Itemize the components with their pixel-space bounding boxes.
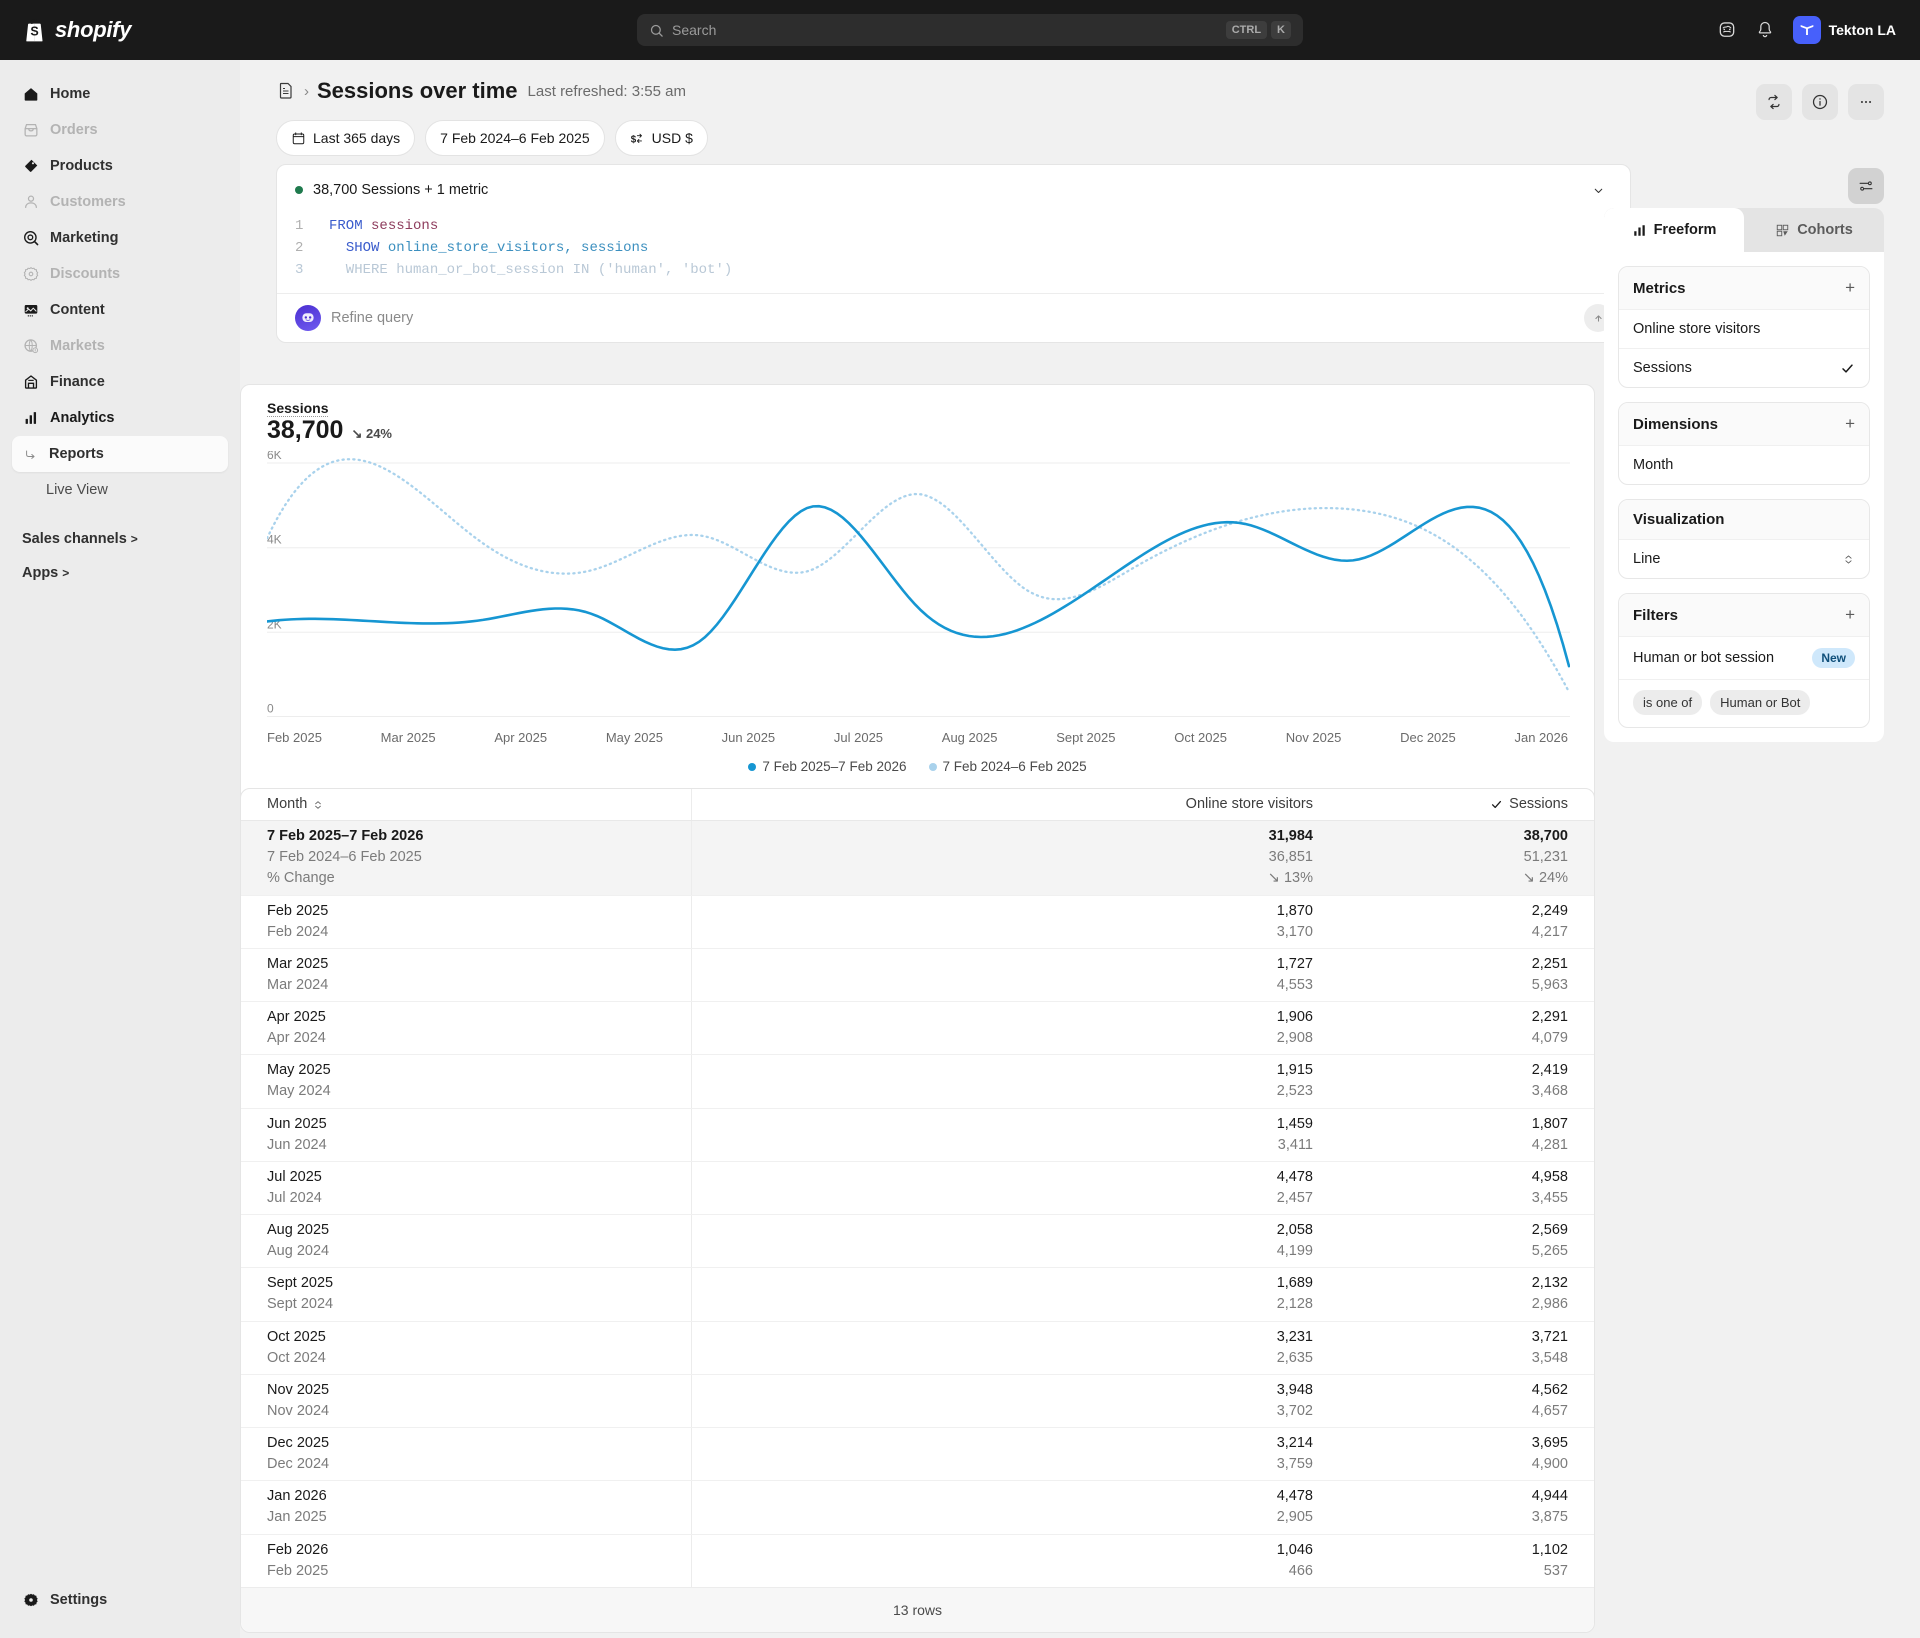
- svg-text:4K: 4K: [267, 533, 282, 547]
- svg-text:$: $: [630, 134, 636, 145]
- svg-text:6K: 6K: [267, 451, 282, 462]
- svg-text:0: 0: [267, 702, 274, 716]
- svg-text:S: S: [30, 24, 38, 38]
